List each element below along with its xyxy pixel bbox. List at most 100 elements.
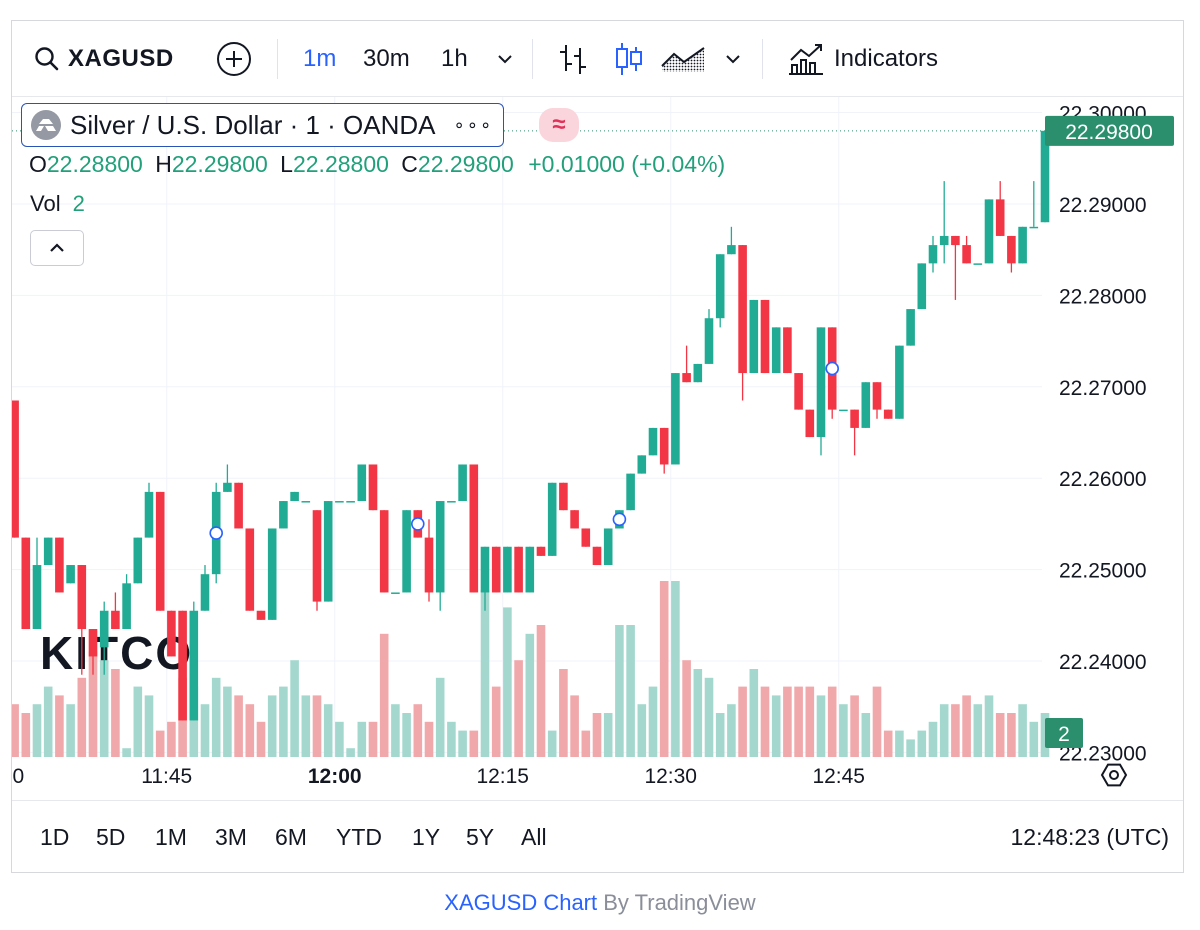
volume-bar — [514, 660, 523, 757]
candle-body — [906, 309, 915, 346]
candle-body — [267, 528, 277, 620]
volume-bar — [32, 704, 42, 757]
bar-style-button[interactable] — [557, 21, 589, 97]
volume-bar — [906, 739, 915, 757]
price-chart[interactable]: KITCO22.2300022.2400022.2500022.2600022.… — [12, 21, 1183, 800]
volume-bar — [671, 581, 680, 757]
volume-bar — [973, 704, 983, 757]
range-1y[interactable]: 1Y — [412, 824, 441, 850]
range-6m[interactable]: 6M — [275, 824, 307, 850]
candle-body — [122, 583, 131, 630]
volume-bar — [133, 686, 143, 757]
candle-body — [570, 510, 579, 529]
indicators-label: Indicators — [834, 45, 939, 72]
volume-bar — [839, 704, 848, 757]
candle-body — [256, 610, 266, 620]
y-tick-label: 22.27000 — [1059, 377, 1147, 400]
range-5y[interactable]: 5Y — [466, 824, 495, 850]
last-price-badge — [1045, 115, 1174, 146]
symbol-search[interactable]: XAGUSD — [34, 21, 174, 97]
y-tick-label: 22.26000 — [1059, 468, 1147, 491]
interval-1h[interactable]: 1h — [441, 45, 468, 72]
silver-bars-icon — [31, 110, 61, 140]
area-chart-icon — [661, 47, 705, 72]
volume-bar — [413, 704, 423, 757]
volume-bar — [581, 730, 591, 757]
volume-bar — [570, 695, 579, 757]
low-value: 22.28800 — [292, 151, 389, 177]
volume-bar — [984, 695, 994, 757]
chart-widget: XAGUSD 1m 30m 1h — [11, 20, 1184, 873]
volume-bar — [648, 686, 658, 757]
x-tick-label: 12:45 — [812, 765, 865, 788]
range-5d[interactable]: 5D — [96, 824, 126, 850]
series-title: Silver / U.S. Dollar · 1 · OANDA — [70, 109, 436, 140]
candle-body — [883, 409, 893, 419]
candle-body — [200, 574, 210, 611]
candle-body — [637, 455, 647, 474]
candle-body — [323, 501, 333, 602]
volume-bar — [727, 704, 736, 757]
volume-bar — [547, 730, 557, 757]
volume-bar — [144, 695, 154, 757]
candles-style-button[interactable] — [614, 21, 644, 97]
range-3m[interactable]: 3M — [215, 824, 247, 850]
y-tick-label: 22.23000 — [1059, 742, 1147, 765]
candles-icon — [616, 43, 642, 75]
range-ytd[interactable]: YTD — [336, 824, 382, 850]
candle-body — [32, 565, 42, 630]
volume-bar — [805, 686, 815, 757]
range-bar: 1D 5D 1M 3M 6M YTD 1Y 5Y All 12:48:23 (U… — [12, 800, 1183, 873]
collapse-legend-button[interactable] — [30, 230, 84, 266]
chart-type-dropdown[interactable] — [725, 21, 741, 97]
range-1m[interactable]: 1M — [155, 824, 187, 850]
more-options-icon[interactable]: ∘∘∘ — [453, 114, 494, 135]
volume-bar — [939, 704, 949, 757]
toolbar-separator — [532, 39, 533, 79]
candle-body — [659, 427, 669, 465]
y-tick-label: 22.28000 — [1059, 285, 1147, 308]
series-legend[interactable]: Silver / U.S. Dollar · 1 · OANDA ∘∘∘ — [21, 103, 505, 147]
close-label: C — [401, 151, 418, 177]
candle-body — [794, 373, 803, 410]
interval-dropdown[interactable] — [497, 21, 513, 97]
range-1d[interactable]: 1D — [40, 824, 70, 850]
volume-bar — [503, 607, 512, 757]
interval-30m[interactable]: 30m — [363, 45, 410, 72]
volume-bar — [682, 660, 691, 757]
range-all[interactable]: All — [521, 824, 547, 850]
candle-body — [525, 546, 535, 593]
volume-bar — [1018, 704, 1027, 757]
area-style-button[interactable] — [660, 21, 706, 97]
volume-bar — [917, 730, 927, 757]
toolbar-separator — [277, 39, 278, 79]
chart-link[interactable]: XAGUSD Chart — [444, 890, 598, 915]
candle-body — [559, 482, 568, 511]
candle-body — [435, 501, 445, 593]
candle-body — [749, 299, 759, 374]
wave-icon[interactable]: ≈ — [539, 108, 579, 142]
volume-bar — [447, 721, 456, 757]
candle-body — [514, 546, 523, 593]
volume-bar — [1007, 713, 1016, 757]
volume-bar — [637, 704, 647, 757]
candle-body — [715, 254, 725, 319]
volume-bar — [223, 686, 232, 757]
candle-body — [1018, 226, 1027, 264]
y-tick-label: 22.24000 — [1059, 651, 1147, 674]
volume-label: Vol — [30, 191, 61, 216]
utc-clock[interactable]: 12:48:23 (UTC) — [1010, 824, 1169, 850]
volume-bar — [200, 704, 210, 757]
candle-body — [245, 528, 255, 611]
volume-bar — [55, 695, 64, 757]
compare-button[interactable] — [215, 21, 253, 97]
candle-body — [55, 537, 64, 593]
volume-bar — [435, 677, 445, 757]
candle-body — [144, 491, 154, 538]
interval-1m[interactable]: 1m — [303, 45, 337, 72]
candle-body — [1007, 235, 1016, 264]
settings-icon[interactable] — [1100, 763, 1128, 787]
indicators-button[interactable]: Indicators — [788, 21, 938, 97]
volume-bar — [995, 713, 1005, 757]
volume-bar — [21, 713, 31, 757]
